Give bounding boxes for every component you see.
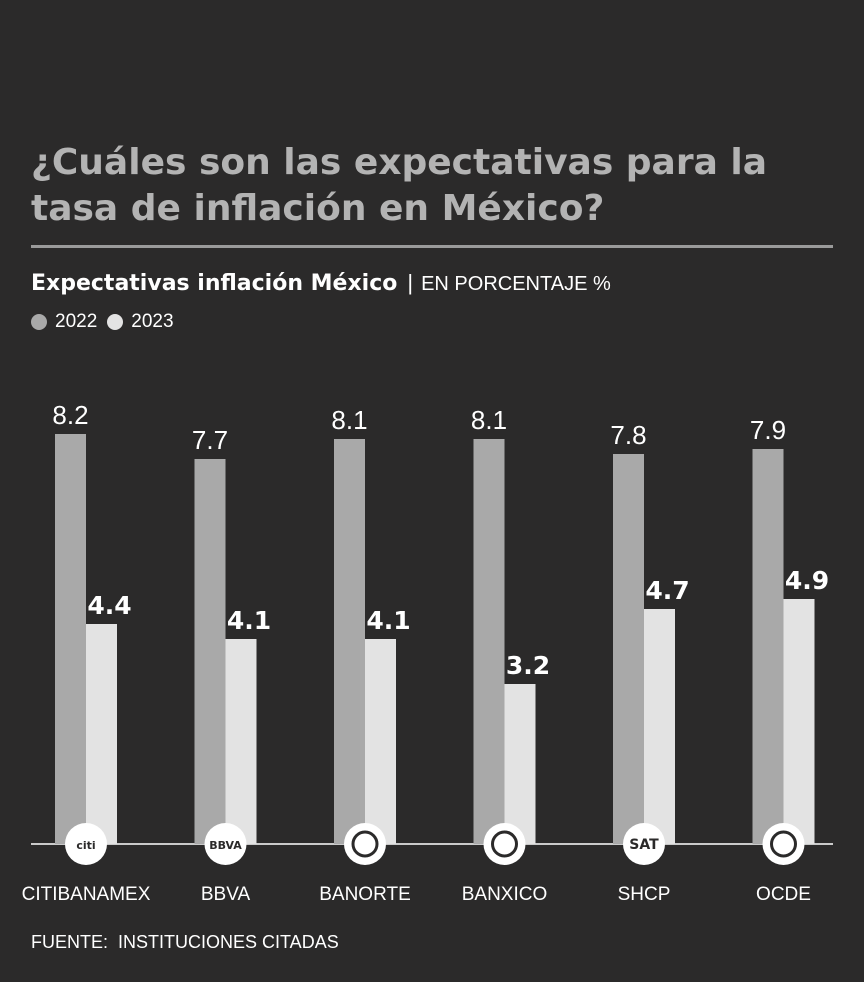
bar-2022-ocde: [752, 449, 784, 844]
bar-2023-bbva: [225, 639, 257, 844]
data-label-2023-ocde: 4.9: [785, 566, 829, 595]
bar-chart: 8.2 4.4 citi CITIBANAMEX 7.7 4.1 BBVA BBVA 8.1 4.…: [22, 400, 833, 905]
category-label-ocde: OCDE: [756, 884, 811, 905]
bar-2023-banorte: [365, 639, 396, 844]
title-divider: [31, 245, 833, 248]
subtitle-separator: |: [407, 270, 414, 295]
category-label-bbva: BBVA: [201, 884, 251, 905]
data-label-2023-citibanamex: 4.4: [87, 591, 131, 620]
banxico-logo-icon: [483, 823, 526, 865]
bar-2023-ocde: [783, 599, 815, 844]
data-label-2023-banxico: 3.2: [506, 651, 550, 680]
data-label-2022-ocde: 7.9: [750, 415, 786, 445]
legend-swatch-2022: [31, 314, 47, 330]
category-label-banxico: BANXICO: [462, 884, 548, 905]
ocde-logo-icon-mark: [770, 830, 797, 858]
bar-2023-banxico: [504, 684, 536, 844]
data-label-2022-citibanamex: 8.2: [52, 400, 88, 430]
bbva-logo-icon: [204, 823, 247, 865]
data-label-2023-shcp: 4.7: [645, 576, 689, 605]
banorte-logo-icon-mark: [351, 830, 379, 858]
data-label-2023-bbva: 4.1: [227, 606, 271, 635]
data-label-2022-shcp: 7.8: [610, 420, 646, 450]
source-note: FUENTE: INSTITUCIONES CITADAS: [31, 932, 339, 953]
category-label-shcp: SHCP: [618, 884, 671, 905]
legend-swatch-2023: [107, 314, 124, 330]
source-text: INSTITUCIONES CITADAS: [118, 932, 339, 952]
banxico-logo-icon-mark: [491, 830, 518, 858]
banorte-logo-icon: [344, 823, 386, 865]
citi-logo-icon-text: citi: [76, 839, 95, 852]
sat-logo-icon: [623, 823, 665, 865]
bar-2022-shcp: [613, 454, 644, 844]
bar-2022-bbva: [194, 459, 226, 844]
data-label-2022-bbva: 7.7: [192, 425, 228, 455]
citi-logo-icon: [65, 823, 107, 865]
chart-legend: 2022 2023: [31, 311, 184, 333]
ocde-logo-icon: [762, 823, 805, 865]
bar-2023-shcp: [644, 609, 675, 844]
legend-item-2022: 2022: [31, 311, 97, 333]
legend-label-2022: 2022: [55, 311, 98, 332]
bar-2022-banxico: [473, 439, 505, 844]
chart-subtitle: Expectativas inflación México | EN PORCENT…: [31, 270, 611, 296]
subtitle-strong: Expectativas inflación México: [31, 271, 398, 296]
bbva-logo-icon-text: BBVA: [209, 839, 242, 852]
category-label-banorte: BANORTE: [319, 884, 411, 905]
category-label-citibanamex: CITIBANAMEX: [22, 884, 151, 905]
data-label-2022-banxico: 8.1: [471, 405, 507, 435]
chart-title: ¿Cuáles son las expectativas para la tas…: [31, 142, 768, 229]
bar-2022-citibanamex: [55, 434, 86, 844]
data-label-2022-banorte: 8.1: [331, 405, 367, 435]
subtitle-unit: EN PORCENTAJE %: [421, 273, 611, 295]
bar-2023-citibanamex: [86, 624, 117, 844]
source-label: FUENTE:: [31, 932, 109, 952]
bar-2022-banorte: [334, 439, 365, 844]
legend-item-2023: 2023: [107, 311, 174, 333]
sat-logo-icon-text: SAT: [629, 837, 659, 853]
legend-label-2023: 2023: [131, 311, 174, 332]
data-label-2023-banorte: 4.1: [366, 606, 410, 635]
